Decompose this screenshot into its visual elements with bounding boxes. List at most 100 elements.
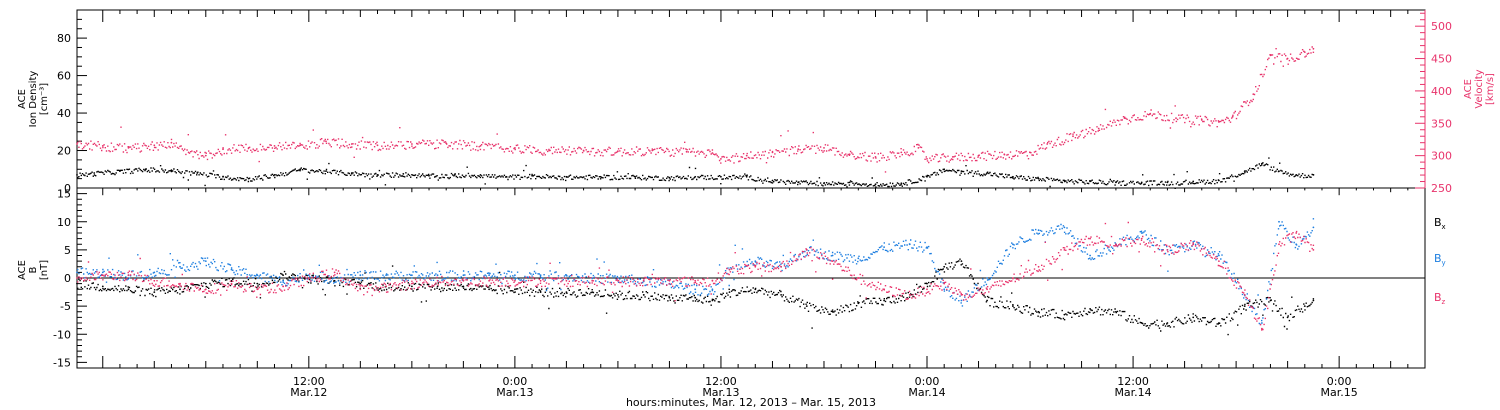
density-series-point [943, 168, 946, 171]
bz-series-point [960, 294, 963, 296]
by-series-point [256, 274, 259, 277]
bx-series-point [943, 265, 946, 268]
bz-series-point [333, 271, 336, 274]
bx-series-point [1303, 305, 1306, 307]
velocity-series-point [977, 154, 980, 157]
density-series-point [634, 175, 636, 178]
bx-series-point [333, 279, 336, 282]
by-series-point [1063, 226, 1066, 229]
bx-series-point [1166, 322, 1169, 324]
velocity-series-point [127, 147, 130, 149]
by-series-point [1261, 322, 1263, 324]
velocity-series-point [711, 152, 714, 154]
density-axis-title: ACE Ion Density [cm⁻³] [17, 71, 50, 128]
bx-series-point [1063, 313, 1066, 316]
by-series-point [711, 288, 714, 291]
velocity-tick-label: 300 [1431, 150, 1452, 163]
time-tick-label: 0:00 [915, 375, 940, 388]
bx-series-point [831, 310, 834, 313]
bx-series-point [514, 288, 516, 291]
velocity-series [76, 46, 1315, 173]
bz-series-point [514, 279, 516, 282]
time-range-label: hours:minutes, Mar. 12, 2013 – Mar. 15, … [626, 396, 876, 409]
density-series-scatter [77, 157, 1315, 189]
velocity-series-point [1097, 127, 1100, 130]
by-series-point [436, 274, 439, 277]
by-series-point [462, 274, 465, 277]
density-series-point [402, 173, 405, 175]
by-series-point [986, 277, 988, 279]
bx-series-point [462, 285, 465, 288]
bz-series-point [780, 265, 782, 268]
bz-series [76, 221, 1315, 331]
by-series-point [943, 288, 946, 291]
velocity-axis-title-line: [km/s] [1485, 73, 1496, 105]
field-axis-title-line: [nT] [39, 260, 50, 280]
density-series-point [797, 181, 800, 184]
velocity-series-point [101, 145, 104, 147]
bx-series-point [101, 285, 104, 288]
density-series-point [1218, 179, 1220, 182]
date-tick-label: Mar.13 [702, 386, 739, 399]
bx-series-point [179, 288, 181, 291]
bx-series-point [780, 294, 782, 296]
by-series-point [411, 274, 413, 277]
density-series-point [1063, 179, 1066, 182]
bz-series-point [1115, 243, 1117, 246]
date-tick-label: Mar.13 [496, 386, 533, 399]
density-series-point [848, 181, 851, 184]
bx-series-point [754, 288, 757, 291]
bx-series-point [539, 291, 542, 293]
legend-bx: Bx [1434, 216, 1446, 231]
by-series-point [754, 260, 757, 262]
density-series-point [1115, 181, 1117, 184]
density-axis-title-line: [cm⁻³] [39, 83, 50, 115]
bx-series-point [805, 305, 808, 307]
density-series-point [1012, 175, 1014, 178]
bx-series-point [694, 296, 697, 299]
velocity-axis-title: ACE Velocity [km/s] [1463, 69, 1496, 108]
bx-series-point [1218, 322, 1220, 324]
by-series-scatter [77, 218, 1315, 325]
bz-series-point [539, 279, 542, 282]
density-series-point [960, 170, 963, 173]
by-series-point [307, 274, 310, 277]
field-axis-title-line: B [28, 266, 39, 273]
by-series-point [153, 271, 156, 274]
density-series-point [900, 182, 903, 185]
bz-series-point [943, 282, 946, 285]
bx-series-point [256, 282, 259, 285]
density-series-point [745, 175, 748, 178]
bz-series-point [883, 288, 885, 291]
velocity-axis-title-line: Velocity [1474, 69, 1485, 108]
velocity-series-scatter [77, 46, 1315, 173]
density-series-point [247, 177, 250, 180]
bx-series-point [359, 282, 362, 285]
bz-series-point [668, 279, 671, 282]
by-series-point [908, 243, 911, 246]
density-axis-title-line: ACE [17, 89, 28, 109]
by-series-point [204, 260, 207, 262]
date-tick-label: Mar.14 [908, 386, 945, 399]
velocity-series-point [951, 156, 954, 158]
time-tick-label: 12:00 [705, 375, 737, 388]
density-series-point [479, 174, 482, 176]
bz-series-point [1037, 265, 1040, 268]
bz-series-point [1243, 294, 1246, 296]
bz-series-point [230, 282, 233, 285]
density-series-point [771, 179, 774, 182]
density-series-point [874, 183, 877, 186]
bx-series-point [1243, 305, 1246, 307]
bz-series-point [411, 282, 413, 285]
by-series-point [694, 288, 697, 291]
velocity-axis-title-line: ACE [1463, 79, 1474, 99]
by-series-point [333, 277, 336, 279]
bx-series-point [153, 291, 156, 293]
velocity-series-point [651, 149, 654, 152]
bx-series-point [1115, 310, 1117, 313]
density-series-point [119, 170, 121, 173]
density-series-point [1037, 177, 1040, 180]
bz-series-point [127, 274, 130, 277]
